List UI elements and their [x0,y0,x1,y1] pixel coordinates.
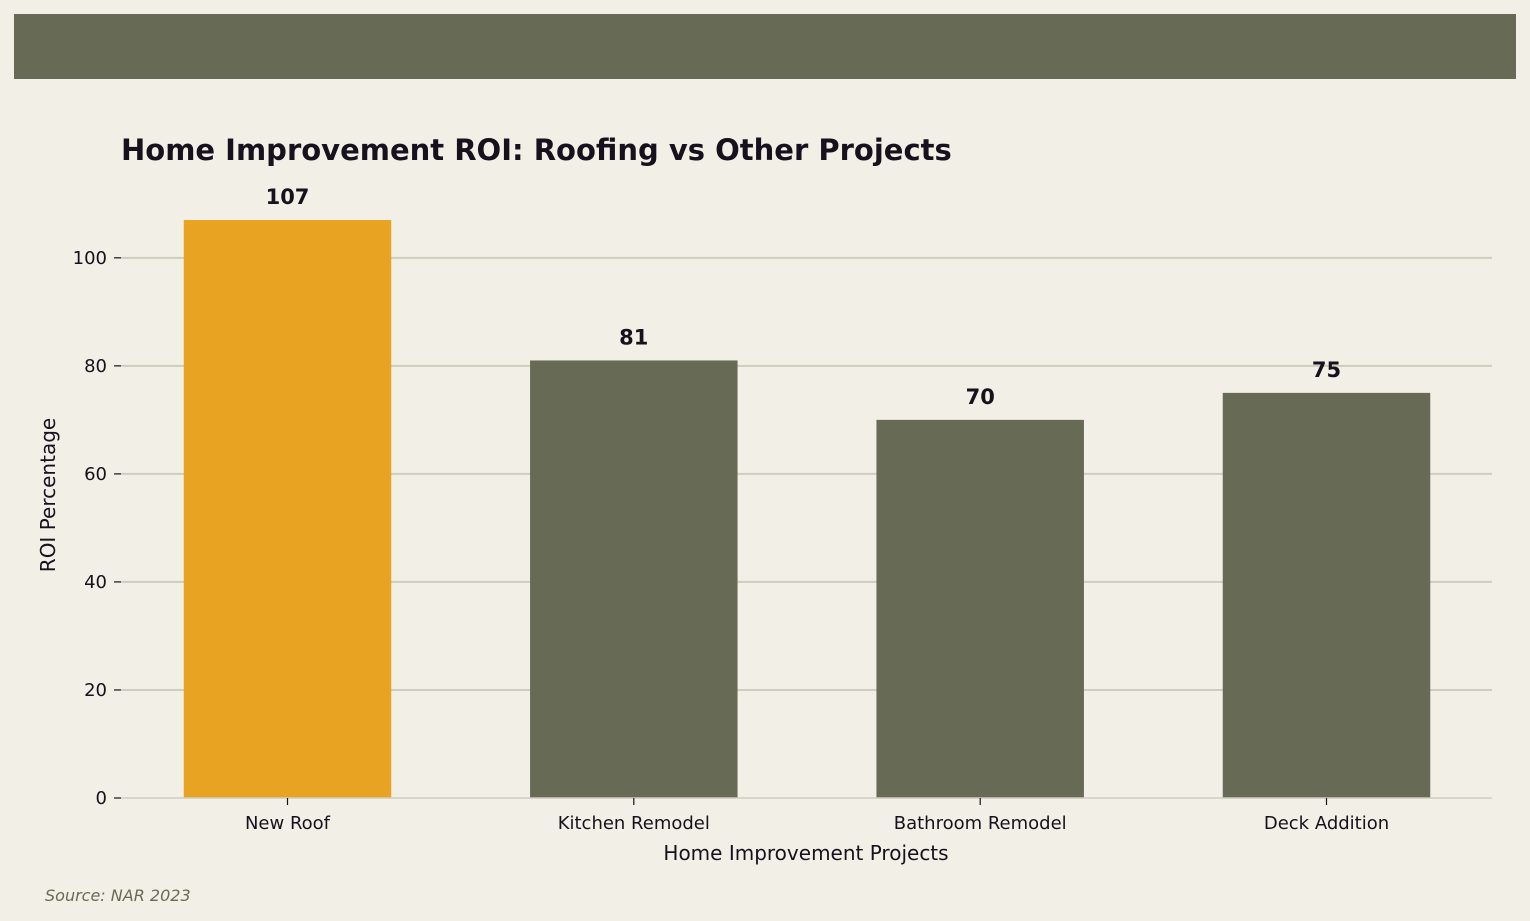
header-band [14,14,1516,79]
bar-deck-addition [1222,392,1431,798]
y-axis-title: ROI Percentage [36,418,60,572]
x-tick-label-3: Deck Addition [1264,813,1389,834]
x-tick-label-2: Bathroom Remodel [894,813,1067,834]
chart-title: Home Improvement ROI: Roofing vs Other P… [121,133,952,167]
bar-kitchen-remodel [530,360,738,798]
bar-bathroom-remodel [876,419,1084,798]
y-tick-label-80: 80 [84,356,107,377]
bar-new-roof [183,220,392,799]
bars [183,220,1431,799]
y-tick-label-60: 60 [84,464,107,485]
x-axis-title: Home Improvement Projects [663,841,948,865]
x-tick-label-1: Kitchen Remodel [558,813,710,834]
data-label-1: 81 [619,325,648,349]
labels: 0 20 40 60 80 100 107 New Roof 81 Kitchen Remodel… [73,185,1390,834]
data-label-0: 107 [266,185,310,209]
data-label-3: 75 [1312,358,1341,382]
data-label-2: 70 [966,385,995,409]
y-tick-label-20: 20 [84,680,107,701]
y-tick-label-40: 40 [84,572,107,593]
x-tick-label-0: New Roof [245,813,331,834]
source-note: Source: NAR 2023 [45,886,191,905]
y-tick-label-0: 0 [96,788,107,809]
axes [114,257,1492,805]
y-tick-label-100: 100 [73,248,107,269]
